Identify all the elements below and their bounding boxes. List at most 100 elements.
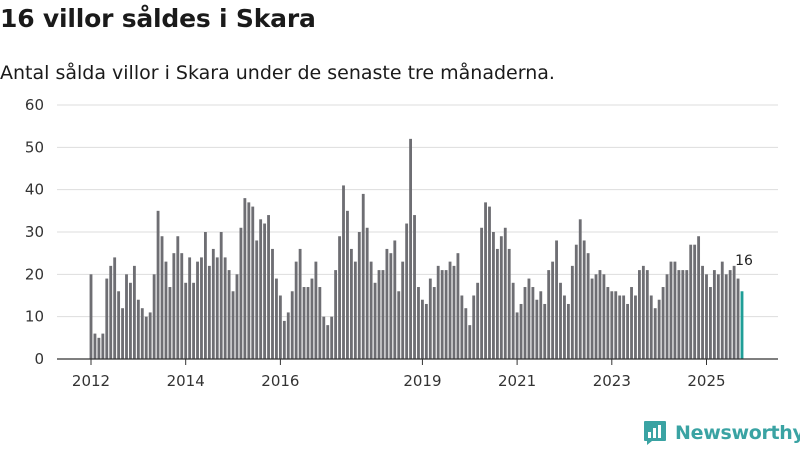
bar[interactable] [555, 240, 558, 359]
bar[interactable] [634, 295, 637, 360]
bar[interactable] [219, 232, 223, 359]
bar[interactable] [306, 287, 310, 359]
bar[interactable] [405, 223, 409, 359]
bar[interactable] [523, 287, 527, 359]
bar[interactable] [113, 257, 117, 359]
bar[interactable] [519, 303, 523, 359]
bar[interactable] [539, 291, 543, 359]
bar[interactable] [507, 248, 511, 359]
bar[interactable] [622, 295, 626, 360]
bar[interactable] [184, 282, 188, 359]
bar[interactable] [444, 270, 448, 359]
bar[interactable] [499, 236, 503, 359]
bar[interactable] [563, 295, 566, 360]
bar[interactable] [121, 308, 124, 359]
bar[interactable] [531, 287, 535, 359]
bar[interactable] [480, 227, 484, 359]
bar[interactable] [271, 248, 274, 359]
bar[interactable] [282, 320, 286, 359]
bar[interactable] [389, 253, 393, 359]
bar[interactable] [255, 240, 259, 359]
bar[interactable] [424, 303, 428, 359]
bar[interactable] [468, 325, 472, 359]
bar[interactable] [638, 270, 641, 359]
bar[interactable] [239, 227, 243, 359]
bar[interactable] [200, 257, 203, 359]
bar[interactable] [547, 270, 551, 359]
bar[interactable] [251, 206, 255, 359]
bar[interactable] [334, 270, 338, 359]
bar[interactable] [495, 248, 499, 359]
bar[interactable] [409, 138, 412, 359]
bar[interactable] [188, 257, 192, 359]
bar[interactable] [566, 303, 570, 359]
bar[interactable] [673, 261, 677, 359]
bar[interactable] [428, 278, 432, 359]
bar[interactable] [243, 198, 247, 359]
bar[interactable] [192, 282, 195, 359]
bar[interactable] [393, 240, 397, 359]
bar[interactable] [125, 274, 128, 359]
bar[interactable] [626, 303, 629, 359]
bar[interactable] [661, 287, 665, 359]
bar[interactable] [574, 244, 578, 359]
bar[interactable] [665, 274, 669, 359]
bar[interactable] [551, 261, 555, 359]
bar[interactable] [602, 274, 606, 359]
bar[interactable] [156, 210, 160, 359]
bar[interactable] [211, 248, 215, 359]
bar[interactable] [527, 278, 531, 359]
bar[interactable] [93, 333, 97, 359]
bar[interactable] [373, 282, 377, 359]
bar[interactable] [732, 265, 736, 359]
bar[interactable] [180, 253, 184, 359]
bar[interactable] [176, 236, 180, 359]
bar[interactable] [697, 236, 701, 359]
bar[interactable] [701, 265, 704, 359]
bar[interactable] [594, 274, 598, 359]
bar[interactable] [736, 278, 740, 359]
bar[interactable] [298, 248, 302, 359]
bar[interactable] [302, 287, 306, 359]
bar[interactable] [369, 261, 373, 359]
bar[interactable] [669, 261, 673, 359]
bar[interactable] [294, 261, 298, 359]
bar[interactable] [685, 270, 689, 359]
bar[interactable] [464, 308, 468, 359]
bar[interactable] [582, 240, 586, 359]
bar[interactable] [452, 265, 456, 359]
bar[interactable] [488, 206, 491, 359]
bar[interactable] [89, 274, 93, 359]
bar[interactable] [148, 312, 152, 359]
bar[interactable] [397, 291, 401, 359]
bar[interactable] [160, 236, 164, 359]
bar[interactable] [326, 325, 330, 359]
newsworthy-logo[interactable]: Newsworthy [643, 418, 800, 448]
bar[interactable] [196, 261, 199, 359]
bar[interactable] [101, 333, 105, 359]
bar[interactable] [381, 270, 385, 359]
bar[interactable] [586, 253, 590, 359]
bar[interactable] [314, 261, 318, 359]
bar[interactable] [535, 299, 539, 359]
bar[interactable] [377, 270, 381, 359]
bar[interactable] [657, 299, 661, 359]
bar[interactable] [484, 202, 487, 359]
bar[interactable] [227, 270, 231, 359]
bar[interactable] [346, 210, 349, 359]
bar[interactable] [645, 270, 649, 359]
bar[interactable] [235, 274, 239, 359]
bar[interactable] [223, 257, 227, 359]
bar[interactable] [275, 278, 278, 359]
bar[interactable] [578, 219, 582, 359]
bar[interactable] [511, 282, 515, 359]
bar[interactable] [689, 244, 693, 359]
bar[interactable] [152, 274, 156, 359]
bar[interactable] [365, 227, 369, 359]
bar[interactable] [570, 265, 574, 359]
bar[interactable] [641, 265, 645, 359]
bar[interactable] [140, 308, 144, 359]
bar[interactable] [677, 270, 681, 359]
bar[interactable] [207, 265, 211, 359]
bar[interactable] [129, 282, 132, 359]
